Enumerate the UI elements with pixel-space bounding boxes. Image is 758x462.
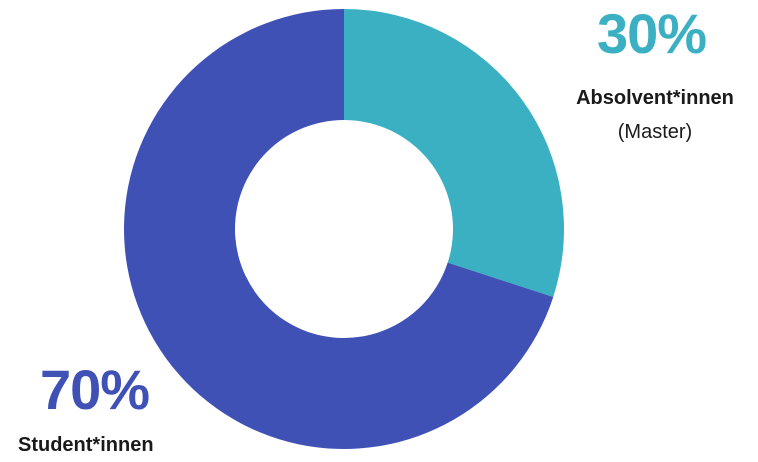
absolventen-label: Absolvent*innen <box>576 87 734 109</box>
donut-slice-absolventen <box>344 9 564 297</box>
absolventen-percentage: 30% <box>597 2 707 65</box>
studenten-percentage: 70% <box>40 358 150 421</box>
studenten-label: Student*innen <box>18 434 154 456</box>
donut-slice-studenten <box>123 9 554 450</box>
absolventen-sublabel: (Master) <box>617 121 693 143</box>
